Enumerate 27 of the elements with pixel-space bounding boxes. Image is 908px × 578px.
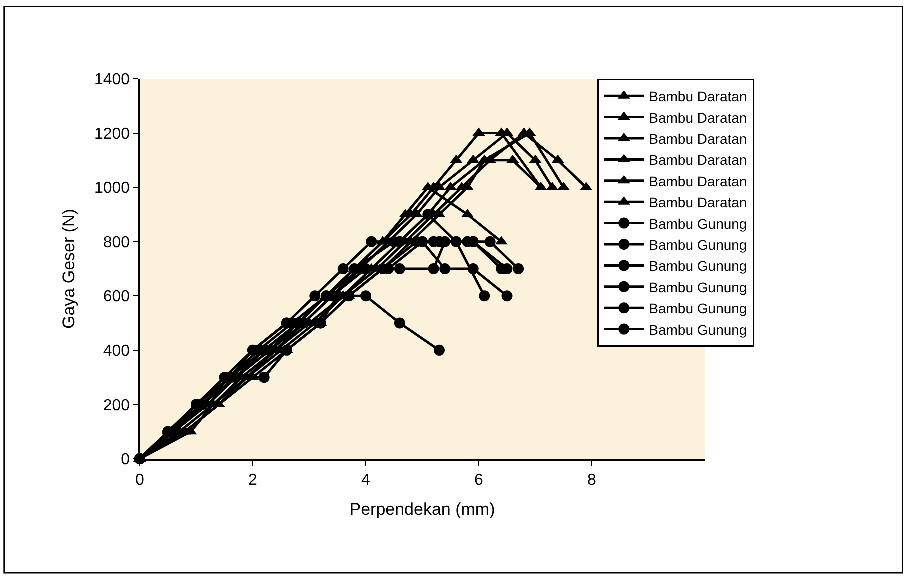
legend-label: Bambu Gunung bbox=[649, 300, 748, 317]
y-tick-label: 0 bbox=[121, 452, 130, 469]
legend-label: Bambu Daratan bbox=[649, 130, 748, 147]
y-tick-label: 200 bbox=[103, 397, 130, 414]
legend-label: Bambu Daratan bbox=[649, 88, 748, 105]
legend-label: Bambu Gunung bbox=[649, 279, 748, 296]
legend-label: Bambu Daratan bbox=[649, 194, 748, 211]
x-tick-label: 4 bbox=[362, 472, 371, 489]
legend-label: Bambu Gunung bbox=[649, 322, 748, 338]
y-tick-label: 1000 bbox=[94, 180, 130, 198]
y-tick-label: 1400 bbox=[94, 72, 130, 89]
y-tick-label: 800 bbox=[103, 234, 130, 252]
y-axis-title: Gaya Geser (N) bbox=[60, 209, 79, 329]
legend-label: Bambu Daratan bbox=[649, 110, 748, 126]
legend-label: Bambu Gunung bbox=[649, 216, 748, 232]
x-tick-label: 2 bbox=[248, 472, 258, 489]
y-tick-label: 1200 bbox=[94, 126, 130, 143]
legend-label: Bambu Daratan bbox=[649, 152, 748, 168]
y-tick-label: 400 bbox=[103, 343, 130, 360]
x-tick-label: 6 bbox=[474, 472, 484, 489]
y-tick-label: 600 bbox=[103, 288, 130, 306]
x-axis-title: Perpendekan (mm) bbox=[350, 500, 496, 519]
legend-label: Bambu Gunung bbox=[649, 236, 748, 253]
legend-label: Bambu Gunung bbox=[649, 258, 748, 274]
x-tick-label: 8 bbox=[588, 472, 597, 489]
x-tick-label: 0 bbox=[136, 472, 145, 489]
legend-label: Bambu Daratan bbox=[649, 173, 748, 190]
